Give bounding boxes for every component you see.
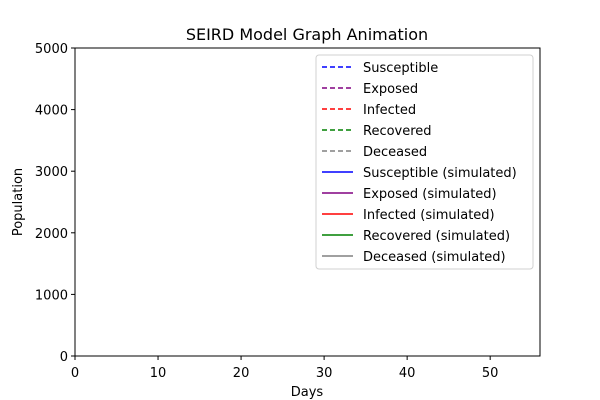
legend-label: Deceased [363, 145, 427, 160]
x-tick-label: 30 [316, 366, 333, 381]
y-tick-label: 5000 [35, 42, 68, 57]
plot-frame [74, 47, 541, 357]
legend-label: Infected [363, 103, 416, 118]
x-axis: 0 10 20 30 40 50 [71, 356, 499, 381]
legend-label: Recovered (simulated) [363, 229, 510, 244]
legend-label: Recovered [363, 124, 432, 139]
x-tick-label: 50 [482, 366, 499, 381]
legend-label: Exposed (simulated) [363, 187, 497, 202]
chart-title: SEIRD Model Graph Animation [186, 25, 428, 44]
plot-area [74, 47, 541, 357]
y-tick-label: 4000 [35, 104, 68, 119]
y-tick-label: 2000 [35, 227, 68, 242]
legend-label: Susceptible [363, 61, 438, 76]
legend-label: Exposed [363, 82, 418, 97]
legend-label: Deceased (simulated) [363, 250, 506, 265]
legend-label: Infected (simulated) [363, 208, 495, 223]
legend-label: Susceptible (simulated) [363, 166, 517, 181]
y-tick-label: 0 [60, 350, 68, 365]
y-axis-label: Population [11, 168, 26, 236]
legend-box [315, 54, 534, 270]
x-tick-label: 40 [399, 366, 416, 381]
x-tick-label: 10 [150, 366, 167, 381]
y-tick-label: 3000 [35, 165, 68, 180]
x-axis-label: Days [291, 385, 324, 400]
y-axis: 0 1000 2000 3000 4000 5000 [35, 42, 75, 365]
x-tick-label: 20 [233, 366, 250, 381]
y-tick-label: 1000 [35, 288, 68, 303]
legend: Susceptible Exposed Infected Recovered Decea… [315, 54, 534, 270]
x-tick-label: 0 [71, 366, 79, 381]
